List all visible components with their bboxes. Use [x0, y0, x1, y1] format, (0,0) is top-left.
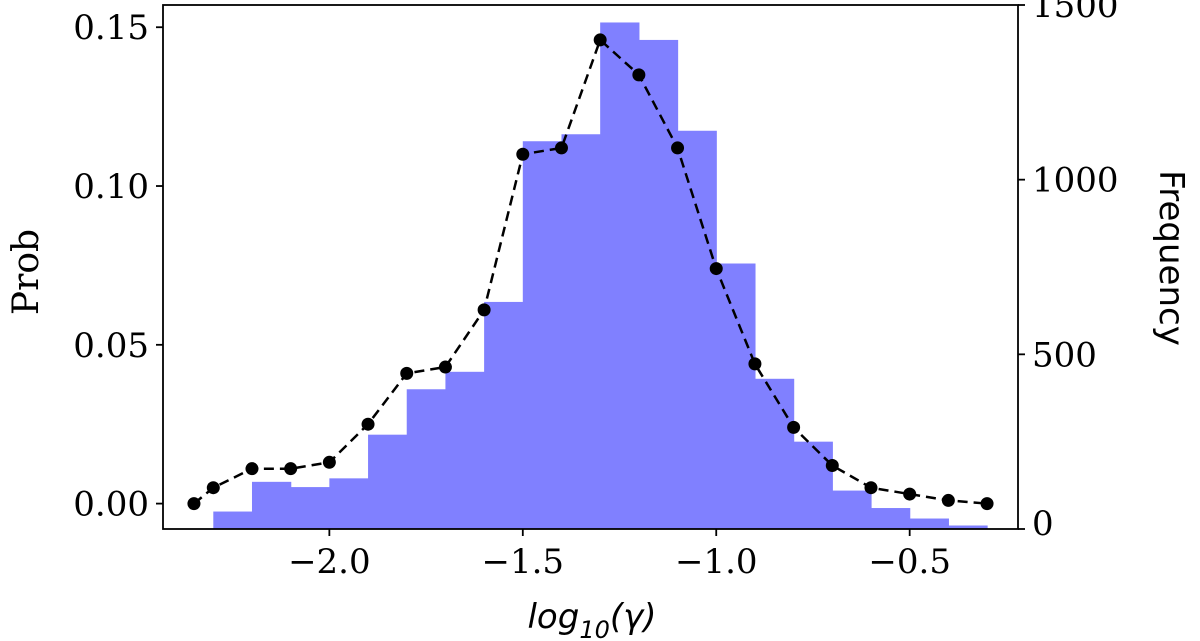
probability-markers — [187, 33, 994, 511]
y-axis-left: 0.00 0.05 0.10 0.15 — [73, 8, 163, 525]
x-tick-label: −0.5 — [868, 542, 951, 582]
histogram-bar — [484, 301, 524, 529]
histogram-bar — [406, 389, 447, 529]
histogram-bar — [290, 487, 330, 529]
histogram-bar — [329, 478, 369, 529]
histogram-bar — [368, 434, 408, 529]
line-point — [361, 417, 375, 431]
line-point — [284, 462, 298, 476]
x-axis-label-subscript: 10 — [579, 616, 610, 641]
line-point — [709, 262, 723, 276]
y-tick-label-left: 0.10 — [73, 167, 149, 207]
histogram-bars — [213, 22, 988, 530]
histogram-bar — [870, 508, 911, 529]
y-tick-label-right: 500 — [1032, 335, 1097, 375]
line-point — [671, 141, 685, 155]
line-point — [593, 33, 607, 47]
line-point — [632, 68, 646, 82]
y-axis-right: 0 500 1000 1500 — [1018, 0, 1119, 544]
histogram-bar — [716, 263, 756, 529]
y-axis-label-right: Frequency — [1151, 170, 1191, 346]
line-point — [980, 497, 994, 511]
histogram-bar — [677, 130, 717, 529]
line-point — [941, 493, 955, 507]
line-point — [748, 357, 762, 371]
y-tick-label-right: 1500 — [1032, 0, 1119, 26]
line-point — [206, 481, 220, 495]
line-point — [187, 497, 201, 511]
histogram-bar — [909, 518, 949, 529]
line-point — [554, 141, 568, 155]
y-tick-label-right: 1000 — [1032, 161, 1119, 201]
x-axis-label-argument: (γ) — [610, 597, 657, 637]
histogram-bar — [445, 371, 485, 529]
y-tick-label-right: 0 — [1032, 504, 1054, 544]
histogram-bar — [793, 441, 833, 529]
probability-line-series — [193, 37, 988, 505]
histogram-bar — [948, 525, 988, 529]
x-tick-label: −1.0 — [675, 542, 758, 582]
y-tick-label-left: 0.15 — [73, 8, 149, 48]
line-point — [245, 462, 259, 476]
plot-frame — [162, 4, 1019, 530]
line-point — [864, 481, 878, 495]
y-tick-label-left: 0.00 — [73, 485, 149, 525]
line-point — [516, 147, 530, 161]
histogram-bar — [251, 481, 292, 529]
x-tick-label: −1.5 — [482, 542, 565, 582]
x-axis-label: log10(γ) — [527, 597, 656, 641]
x-axis-label-base: log — [527, 597, 579, 637]
x-tick-label: −2.0 — [288, 542, 371, 582]
histogram-bar — [213, 511, 253, 529]
histogram-bar — [561, 134, 601, 529]
line-point — [322, 455, 336, 469]
histogram-bar — [522, 141, 563, 530]
histogram-bar — [754, 378, 795, 529]
line-point — [787, 420, 801, 434]
line-point — [825, 458, 839, 472]
histogram-bar — [600, 22, 640, 529]
x-axis: −2.0 −1.5 −1.0 −0.5 — [288, 529, 951, 582]
line-point — [903, 487, 917, 501]
histogram-bar — [638, 39, 679, 529]
probability-dashed-line — [193, 37, 988, 505]
line-point — [477, 303, 491, 317]
y-tick-label-left: 0.05 — [73, 326, 149, 366]
line-point — [400, 366, 414, 380]
line-point — [438, 360, 452, 374]
y-axis-label-left: Prob — [6, 229, 47, 315]
histogram-bar — [832, 490, 872, 529]
